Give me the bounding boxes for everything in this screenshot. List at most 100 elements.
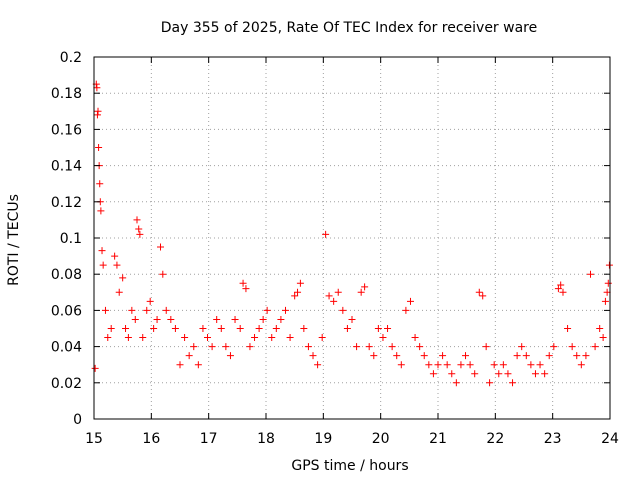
data-point <box>577 361 585 369</box>
y-tick-label: 0.08 <box>51 267 82 283</box>
data-point <box>466 361 474 369</box>
data-point <box>379 334 387 342</box>
data-point <box>176 361 184 369</box>
data-point <box>384 325 392 332</box>
data-point <box>495 370 503 378</box>
data-point <box>452 379 460 387</box>
data-point <box>255 325 263 332</box>
grid-lines <box>94 57 610 419</box>
data-point <box>291 292 299 300</box>
y-tick-label: 0 <box>73 412 82 428</box>
data-point <box>582 352 590 360</box>
data-point <box>199 325 207 332</box>
data-point <box>370 352 378 360</box>
y-tick-label: 0.12 <box>51 195 82 211</box>
data-point <box>204 334 212 342</box>
data-point <box>361 283 369 291</box>
data-point <box>259 315 267 323</box>
data-point <box>330 297 338 305</box>
data-points <box>91 80 613 387</box>
data-point <box>162 306 170 314</box>
data-point <box>527 361 535 369</box>
data-point <box>190 343 198 351</box>
data-point <box>475 288 483 296</box>
data-point <box>113 261 121 269</box>
y-tick-label: 0.16 <box>51 122 82 138</box>
data-point <box>402 306 410 314</box>
x-tick-label: 21 <box>429 431 447 447</box>
data-point <box>239 279 247 287</box>
data-point <box>434 361 442 369</box>
data-point <box>518 343 526 351</box>
data-point <box>93 111 101 119</box>
data-point <box>133 216 141 224</box>
data-point <box>111 252 119 260</box>
data-point <box>263 306 271 314</box>
data-point <box>246 343 254 351</box>
data-point <box>605 261 613 269</box>
data-point <box>559 288 567 296</box>
data-point <box>499 361 507 369</box>
data-point <box>541 370 549 378</box>
x-tick-label: 22 <box>486 431 504 447</box>
y-tick-label: 0.02 <box>51 376 82 392</box>
data-point <box>277 315 285 323</box>
data-point <box>107 325 115 332</box>
data-point <box>325 292 333 300</box>
data-point <box>115 288 123 296</box>
y-tick-label: 0.2 <box>60 50 82 66</box>
data-point <box>479 292 487 300</box>
data-point <box>122 325 130 332</box>
data-point <box>139 334 147 342</box>
data-point <box>185 352 193 360</box>
data-point <box>439 352 447 360</box>
data-point <box>242 285 250 293</box>
data-point <box>143 306 151 314</box>
data-point <box>97 207 105 215</box>
data-point <box>522 352 530 360</box>
data-point <box>131 315 139 323</box>
data-point <box>251 334 259 342</box>
y-axis-label: ROTI / TECUs <box>6 194 22 286</box>
data-point <box>353 343 361 351</box>
data-point <box>429 370 437 378</box>
data-point <box>448 370 456 378</box>
data-point <box>393 352 401 360</box>
data-point <box>150 325 158 332</box>
data-point <box>268 334 276 342</box>
data-point <box>557 281 565 289</box>
data-point <box>231 315 239 323</box>
data-point <box>550 343 558 351</box>
x-tick-label: 24 <box>601 431 619 447</box>
data-point <box>104 334 112 342</box>
x-tick-label: 18 <box>257 431 275 447</box>
data-point <box>462 352 470 360</box>
data-point <box>443 361 451 369</box>
data-point <box>294 288 302 296</box>
data-point <box>406 297 414 305</box>
data-point <box>343 325 351 332</box>
data-point <box>226 352 234 360</box>
data-point <box>304 343 312 351</box>
data-point <box>217 325 225 332</box>
data-point <box>136 230 144 238</box>
data-point <box>236 325 244 332</box>
data-point <box>119 274 127 282</box>
data-point <box>490 361 498 369</box>
axis-ticks <box>93 56 611 420</box>
data-point <box>504 370 512 378</box>
x-tick-labels: 15 16 17 18 19 20 21 22 23 24 <box>85 431 619 447</box>
data-point <box>425 361 433 369</box>
data-point <box>604 279 612 287</box>
data-point <box>124 334 132 342</box>
data-point <box>601 297 609 305</box>
x-tick-label: 23 <box>544 431 562 447</box>
data-point <box>568 343 576 351</box>
data-point <box>98 247 106 255</box>
data-point <box>603 288 611 296</box>
data-point <box>318 334 326 342</box>
data-point <box>95 144 103 151</box>
data-point <box>420 352 428 360</box>
data-point <box>314 361 322 369</box>
data-point <box>153 315 161 323</box>
